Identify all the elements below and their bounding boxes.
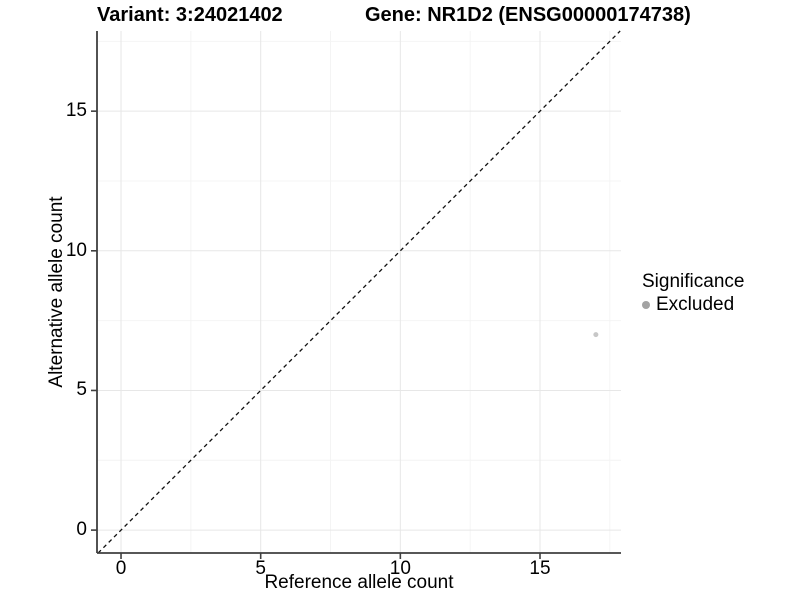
- excluded-dot-icon: [642, 301, 650, 309]
- data-point: [593, 332, 599, 338]
- plot-canvas: [91, 30, 621, 559]
- x-tick-label: 15: [529, 558, 551, 579]
- x-axis-label: Reference allele count: [264, 572, 454, 593]
- identity-dashed-line: [97, 30, 621, 554]
- y-tick-label: 5: [76, 379, 87, 401]
- gene-title: Gene: NR1D2 (ENSG00000174738): [365, 4, 691, 26]
- legend-item-excluded: Excluded: [642, 294, 744, 316]
- legend: Significance Excluded: [642, 270, 744, 316]
- x-tick-label: 0: [115, 558, 127, 579]
- x-tick-label: 5: [255, 558, 266, 579]
- legend-item-label: Excluded: [656, 294, 735, 315]
- y-tick-label: 0: [76, 519, 87, 541]
- variant-title: Variant: 3:24021402: [97, 4, 283, 26]
- y-axis-label: Alternative allele count: [46, 196, 67, 388]
- y-tick-label: 10: [65, 239, 87, 261]
- plot-panel: [91, 30, 621, 559]
- x-tick-label: 10: [389, 558, 411, 579]
- legend-title: Significance: [642, 271, 745, 292]
- y-tick-label: 15: [65, 100, 87, 122]
